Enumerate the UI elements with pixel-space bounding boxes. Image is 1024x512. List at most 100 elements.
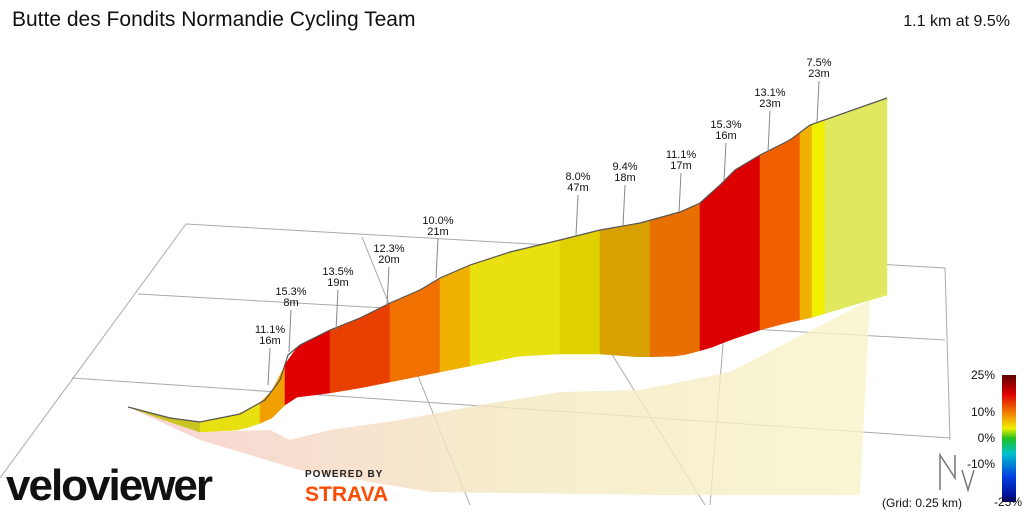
- wall-segment: [377, 302, 391, 385]
- length-label: 18m: [614, 172, 635, 184]
- wall-segment: [320, 329, 331, 395]
- wall-segment: [860, 102, 874, 304]
- length-label: 23m: [759, 98, 780, 110]
- wall-segment: [611, 225, 625, 357]
- wall-segment: [451, 267, 465, 370]
- scale-label: -10%: [967, 457, 995, 471]
- grade-label: 7.5%: [806, 57, 831, 69]
- wall-segment: [571, 233, 585, 355]
- wall-segment: [341, 320, 355, 392]
- color-scale: [1002, 375, 1016, 502]
- wall-segment: [284, 346, 298, 406]
- wall-segment: [884, 97, 888, 296]
- logo: veloviewer: [6, 461, 213, 510]
- wall-segment: [425, 278, 439, 376]
- length-label: 16m: [715, 130, 736, 142]
- wall-segment: [401, 292, 415, 380]
- wall-segment: [771, 142, 785, 328]
- scale-label: -25%: [994, 495, 1022, 509]
- grade-label: 11.1%: [255, 324, 286, 336]
- annotation-line: [435, 238, 439, 279]
- annotation-line: [767, 110, 771, 153]
- wall-segment: [872, 98, 886, 300]
- wall-segment: [517, 246, 531, 357]
- annotation-line: [288, 309, 292, 353]
- wall-segment: [685, 203, 699, 355]
- annotation-line: [575, 194, 579, 236]
- wall-segment: [463, 264, 471, 368]
- grade-label: 11.1%: [666, 149, 697, 161]
- wall-segment: [389, 297, 403, 383]
- wall-segment: [673, 208, 687, 357]
- wall-segment: [697, 202, 701, 352]
- annotation-line: [386, 266, 390, 306]
- wall-segment: [623, 223, 637, 357]
- length-label: 21m: [427, 226, 448, 238]
- length-label: 19m: [327, 277, 348, 289]
- wall-segment: [595, 229, 601, 355]
- north-arrow: [939, 452, 975, 493]
- wall-segment: [559, 236, 573, 355]
- grade-label: 10.0%: [422, 215, 453, 227]
- wall-segment: [469, 260, 483, 367]
- wall-segment: [481, 256, 495, 364]
- wall-segment: [541, 241, 555, 356]
- grid-line: [0, 223, 187, 479]
- length-label: 16m: [259, 335, 280, 347]
- annotation-line: [267, 347, 271, 386]
- grade-label: 12.3%: [373, 243, 404, 255]
- title: Butte des Fondits Normandie Cycling Team: [12, 8, 415, 31]
- wall-segment: [635, 220, 649, 358]
- scale-label: 10%: [971, 405, 995, 419]
- grade-label: 15.3%: [710, 119, 741, 131]
- wall-segment: [661, 213, 675, 357]
- grade-label: 15.3%: [275, 286, 306, 298]
- length-label: 47m: [567, 182, 588, 194]
- summary: 1.1 km at 9.5%: [903, 13, 1010, 30]
- wall-segment: [723, 168, 737, 343]
- annotations: 11.1%16m15.3%8m13.5%19m12.3%20m10.0%21m8…: [255, 57, 832, 386]
- profile-line: [127, 97, 888, 423]
- wall-segment: [505, 249, 519, 360]
- wall-segment: [824, 115, 838, 314]
- wall-segment: [783, 135, 797, 324]
- wall-segment: [848, 106, 862, 307]
- wall-segment: [735, 161, 749, 339]
- wall-segment: [583, 230, 597, 355]
- grade-label: 9.4%: [612, 161, 637, 173]
- powered-by: POWERED BY: [305, 469, 383, 480]
- wall-segment: [439, 272, 453, 373]
- profile-wall: [127, 97, 888, 433]
- length-label: 17m: [670, 160, 691, 172]
- wall-segment: [711, 180, 725, 348]
- length-label: 8m: [283, 297, 298, 309]
- grade-label: 13.1%: [754, 87, 785, 99]
- wall-segment: [308, 334, 322, 396]
- wall-segment: [329, 324, 343, 394]
- annotation-line: [335, 289, 339, 331]
- wall-segment: [811, 119, 825, 318]
- scale-label: 0%: [978, 431, 996, 445]
- wall-segment: [413, 285, 427, 378]
- grid-note: (Grid: 0.25 km): [882, 496, 962, 510]
- wall-segment: [599, 227, 613, 356]
- grid-line: [185, 223, 951, 441]
- wall-segment: [259, 390, 273, 424]
- wall-segment: [759, 148, 773, 331]
- wall-segment: [795, 132, 801, 322]
- wall-segment: [437, 277, 441, 373]
- wall-segment: [365, 308, 379, 388]
- shadow: [128, 300, 870, 495]
- grade-label: 13.5%: [322, 266, 353, 278]
- wall-segment: [553, 239, 561, 355]
- wall-segment: [647, 219, 651, 358]
- legend: 25% 10% 0% -10% -25%: [967, 368, 1022, 509]
- grade-label: 8.0%: [565, 171, 590, 183]
- annotation-line: [723, 142, 727, 181]
- strava: STRAVA: [305, 483, 388, 506]
- annotation-line: [816, 80, 820, 123]
- wall-segment: [493, 252, 507, 362]
- wall-segment: [836, 110, 850, 311]
